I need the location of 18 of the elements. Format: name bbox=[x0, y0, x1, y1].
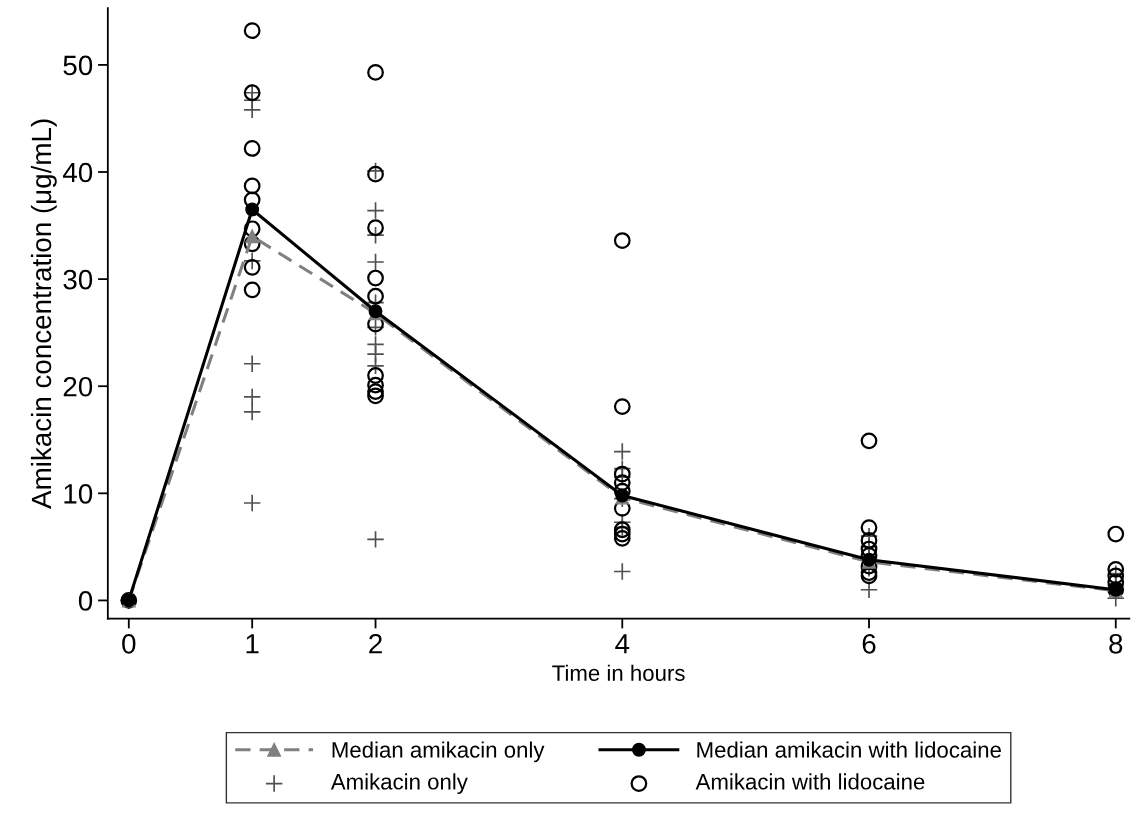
y-tick-label: 50 bbox=[63, 55, 93, 76]
x-tick-label: 1 bbox=[246, 634, 259, 654]
x-tick-label: 0 bbox=[122, 633, 136, 654]
y-tick-label: 10 bbox=[64, 484, 93, 504]
x-tick-label: 2 bbox=[369, 633, 382, 654]
y-tick-label: 40 bbox=[62, 162, 93, 183]
x-tick-label: 6 bbox=[862, 633, 876, 654]
legend-label: Amikacin with lidocaine bbox=[695, 773, 925, 790]
y-tick-label: 0 bbox=[78, 591, 93, 611]
y-tick-label: 20 bbox=[63, 376, 93, 397]
y-axis-title: Amikacin concentration (μg/mL) bbox=[30, 119, 57, 509]
legend-label: Median amikacin with lidocaine bbox=[697, 741, 1001, 758]
x-tick-label: 4 bbox=[615, 634, 630, 654]
x-axis-title: Time in hours bbox=[552, 664, 685, 681]
x-tick-label: 8 bbox=[1109, 633, 1123, 654]
legend-label: Amikacin only bbox=[330, 773, 468, 794]
y-tick-label: 30 bbox=[63, 269, 93, 290]
legend-label: Median amikacin only bbox=[332, 741, 545, 763]
